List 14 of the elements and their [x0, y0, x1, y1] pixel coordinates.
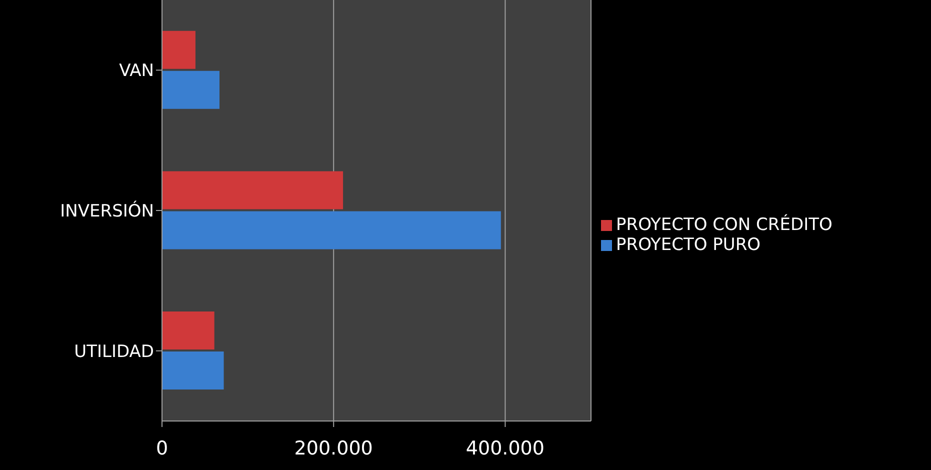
x-tick-label: 200.000	[294, 437, 373, 460]
y-tick-label: INVERSIÓN	[60, 200, 154, 222]
y-tick-label: UTILIDAD	[74, 342, 154, 362]
x-tick-label: 0	[156, 437, 168, 460]
bar	[162, 30, 196, 69]
bar	[162, 211, 501, 250]
x-tick-label: 400.000	[466, 437, 544, 460]
bar	[162, 352, 224, 390]
bar	[162, 70, 220, 109]
y-tick-label: VAN	[119, 61, 154, 82]
legend-label: PROYECTO PURO	[616, 235, 761, 255]
bar	[162, 312, 214, 350]
legend-label: PROYECTO CON CRÉDITO	[616, 215, 832, 235]
bar	[162, 171, 344, 210]
